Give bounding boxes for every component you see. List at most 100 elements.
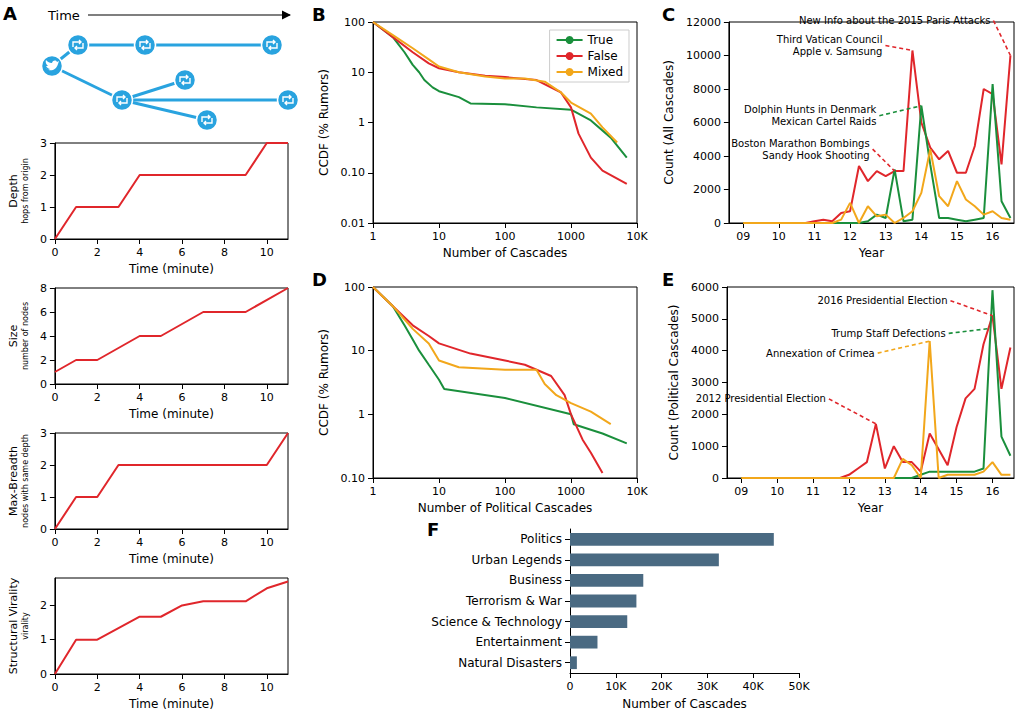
svg-text:virality: virality bbox=[21, 612, 30, 640]
svg-text:1000: 1000 bbox=[691, 440, 719, 453]
svg-text:8: 8 bbox=[221, 246, 228, 259]
svg-text:0: 0 bbox=[40, 233, 47, 246]
svg-text:13: 13 bbox=[879, 230, 893, 243]
svg-text:6000: 6000 bbox=[691, 281, 719, 294]
svg-text:Third Vatican Council: Third Vatican Council bbox=[776, 34, 883, 45]
svg-text:4: 4 bbox=[136, 536, 143, 549]
svg-text:4: 4 bbox=[136, 391, 143, 404]
svg-text:Size: Size bbox=[7, 324, 20, 347]
svg-text:1: 1 bbox=[40, 491, 47, 504]
svg-text:12: 12 bbox=[843, 230, 857, 243]
svg-text:0: 0 bbox=[51, 536, 58, 549]
svg-text:1: 1 bbox=[358, 408, 365, 421]
svg-text:Time (minute): Time (minute) bbox=[128, 262, 214, 276]
svg-text:Number of Cascades: Number of Cascades bbox=[443, 246, 568, 260]
svg-text:8000: 8000 bbox=[693, 83, 721, 96]
svg-text:4: 4 bbox=[136, 246, 143, 259]
svg-text:6000: 6000 bbox=[693, 116, 721, 129]
svg-text:D: D bbox=[312, 269, 327, 290]
svg-text:1: 1 bbox=[40, 633, 47, 646]
svg-text:Mexican Cartel Raids: Mexican Cartel Raids bbox=[771, 116, 876, 127]
svg-text:6: 6 bbox=[179, 246, 186, 259]
svg-text:10K: 10K bbox=[605, 680, 627, 693]
svg-text:Business: Business bbox=[509, 573, 562, 587]
svg-text:Count (All Cascades): Count (All Cascades) bbox=[662, 60, 676, 185]
svg-text:16: 16 bbox=[986, 230, 1000, 243]
svg-text:Year: Year bbox=[857, 501, 883, 515]
svg-text:0.10: 0.10 bbox=[341, 166, 366, 179]
svg-text:Year: Year bbox=[858, 246, 884, 260]
svg-text:10K: 10K bbox=[626, 485, 648, 498]
svg-text:3: 3 bbox=[40, 137, 47, 150]
svg-text:1: 1 bbox=[370, 485, 377, 498]
svg-text:0: 0 bbox=[567, 680, 574, 693]
svg-text:Boston Marathon Bombings: Boston Marathon Bombings bbox=[731, 138, 869, 149]
svg-text:Trump Staff Defections: Trump Staff Defections bbox=[830, 328, 945, 339]
svg-text:0: 0 bbox=[51, 246, 58, 259]
svg-text:8: 8 bbox=[221, 681, 228, 694]
svg-text:Annexation of Crimea: Annexation of Crimea bbox=[766, 348, 875, 359]
svg-text:100: 100 bbox=[495, 230, 516, 243]
svg-text:10: 10 bbox=[260, 681, 274, 694]
svg-text:Terrorism & War: Terrorism & War bbox=[465, 594, 562, 608]
svg-text:15: 15 bbox=[950, 230, 964, 243]
svg-text:0: 0 bbox=[51, 391, 58, 404]
svg-text:New Info about the 2015 Paris: New Info about the 2015 Paris Attacks bbox=[799, 15, 990, 26]
svg-text:Structural Virality: Structural Virality bbox=[7, 577, 20, 674]
svg-text:16: 16 bbox=[985, 485, 999, 498]
svg-text:3000: 3000 bbox=[691, 376, 719, 389]
svg-text:4000: 4000 bbox=[691, 344, 719, 357]
svg-text:Time (minute): Time (minute) bbox=[128, 407, 214, 421]
svg-text:2012 Presidential Election: 2012 Presidential Election bbox=[696, 393, 826, 404]
svg-text:10: 10 bbox=[351, 344, 365, 357]
svg-text:nodes with same depth: nodes with same depth bbox=[21, 434, 30, 528]
svg-text:2: 2 bbox=[40, 599, 47, 612]
svg-text:Time (minute): Time (minute) bbox=[128, 697, 214, 711]
svg-text:CCDF (% Rumors): CCDF (% Rumors) bbox=[317, 329, 331, 436]
svg-text:1: 1 bbox=[370, 230, 377, 243]
svg-text:11: 11 bbox=[807, 230, 821, 243]
svg-text:2000: 2000 bbox=[693, 183, 721, 196]
svg-text:50K: 50K bbox=[788, 680, 810, 693]
svg-text:8: 8 bbox=[40, 282, 47, 295]
svg-text:True: True bbox=[587, 33, 614, 47]
svg-text:10: 10 bbox=[772, 230, 786, 243]
svg-text:4: 4 bbox=[40, 330, 47, 343]
svg-text:10K: 10K bbox=[626, 230, 648, 243]
svg-text:2: 2 bbox=[94, 391, 101, 404]
svg-text:0: 0 bbox=[40, 378, 47, 391]
svg-text:3: 3 bbox=[40, 427, 47, 440]
svg-text:15: 15 bbox=[950, 485, 964, 498]
svg-text:100: 100 bbox=[344, 16, 365, 29]
svg-text:14: 14 bbox=[914, 230, 928, 243]
svg-text:2: 2 bbox=[94, 681, 101, 694]
svg-text:Dolphin Hunts in Denmark: Dolphin Hunts in Denmark bbox=[744, 104, 877, 115]
svg-text:F: F bbox=[427, 519, 439, 540]
svg-text:10: 10 bbox=[432, 230, 446, 243]
svg-text:Natural Disasters: Natural Disasters bbox=[458, 656, 562, 670]
svg-text:1: 1 bbox=[40, 201, 47, 214]
svg-text:12000: 12000 bbox=[686, 16, 721, 29]
svg-text:0: 0 bbox=[714, 217, 721, 230]
svg-text:5000: 5000 bbox=[691, 312, 719, 325]
svg-text:10: 10 bbox=[260, 536, 274, 549]
svg-text:2: 2 bbox=[40, 169, 47, 182]
svg-text:0.01: 0.01 bbox=[341, 217, 366, 230]
svg-text:hops from origin: hops from origin bbox=[21, 158, 30, 224]
svg-text:Depth: Depth bbox=[7, 174, 20, 208]
svg-text:6: 6 bbox=[179, 536, 186, 549]
svg-text:1000: 1000 bbox=[557, 230, 585, 243]
svg-text:False: False bbox=[588, 49, 618, 63]
svg-text:100: 100 bbox=[495, 485, 516, 498]
svg-text:Urban Legends: Urban Legends bbox=[472, 553, 562, 567]
svg-text:0: 0 bbox=[40, 523, 47, 536]
svg-text:6: 6 bbox=[179, 391, 186, 404]
svg-text:number of nodes: number of nodes bbox=[21, 302, 30, 370]
svg-text:Science & Technology: Science & Technology bbox=[431, 615, 562, 629]
svg-text:0: 0 bbox=[712, 472, 719, 485]
svg-text:0: 0 bbox=[40, 668, 47, 681]
svg-text:10000: 10000 bbox=[686, 49, 721, 62]
svg-text:2: 2 bbox=[94, 536, 101, 549]
svg-text:4: 4 bbox=[136, 681, 143, 694]
svg-text:14: 14 bbox=[914, 485, 928, 498]
